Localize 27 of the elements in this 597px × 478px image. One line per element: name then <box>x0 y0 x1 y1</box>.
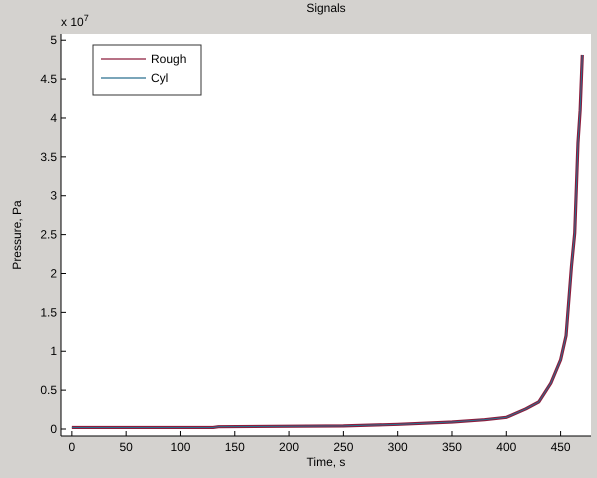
y-tick-label: 2 <box>50 266 58 280</box>
y-axis-title: Pressure, Pa <box>10 200 24 270</box>
y-tick-label: 3 <box>50 188 58 203</box>
x-tick-label: 150 <box>224 440 246 454</box>
x-tick-label: 450 <box>550 440 571 454</box>
x-tick-label: 400 <box>496 440 517 454</box>
y-tick-label: 4 <box>50 110 58 125</box>
y-tick-label: 0 <box>50 422 58 436</box>
y-tick-label: 4.5 <box>40 72 58 86</box>
x-tick-label: 0 <box>68 440 76 454</box>
y-tick-label: 1 <box>50 344 58 358</box>
text: x 10$^{7}$ <box>61 13 89 29</box>
y-tick-label: 5 <box>50 33 58 48</box>
y-tick-label: 2.5 <box>40 228 58 242</box>
x-tick-label: 300 <box>388 440 408 454</box>
chart-title: Signals <box>306 1 346 15</box>
x-axis-title: Time, s <box>306 455 346 469</box>
y-tick-label: 3.5 <box>40 150 58 164</box>
x-tick-label: 100 <box>170 440 191 454</box>
x-tick-label: 50 <box>119 440 134 454</box>
y-tick-label: 0.5 <box>40 383 58 398</box>
x-tick-label: 350 <box>442 440 462 454</box>
x-tick-label: 200 <box>279 440 300 454</box>
legend-label: Cyl <box>151 71 168 85</box>
y-tick-label: 1.5 <box>40 305 58 320</box>
legend-label: Rough <box>151 52 186 66</box>
x-tick-label: 250 <box>333 440 354 454</box>
